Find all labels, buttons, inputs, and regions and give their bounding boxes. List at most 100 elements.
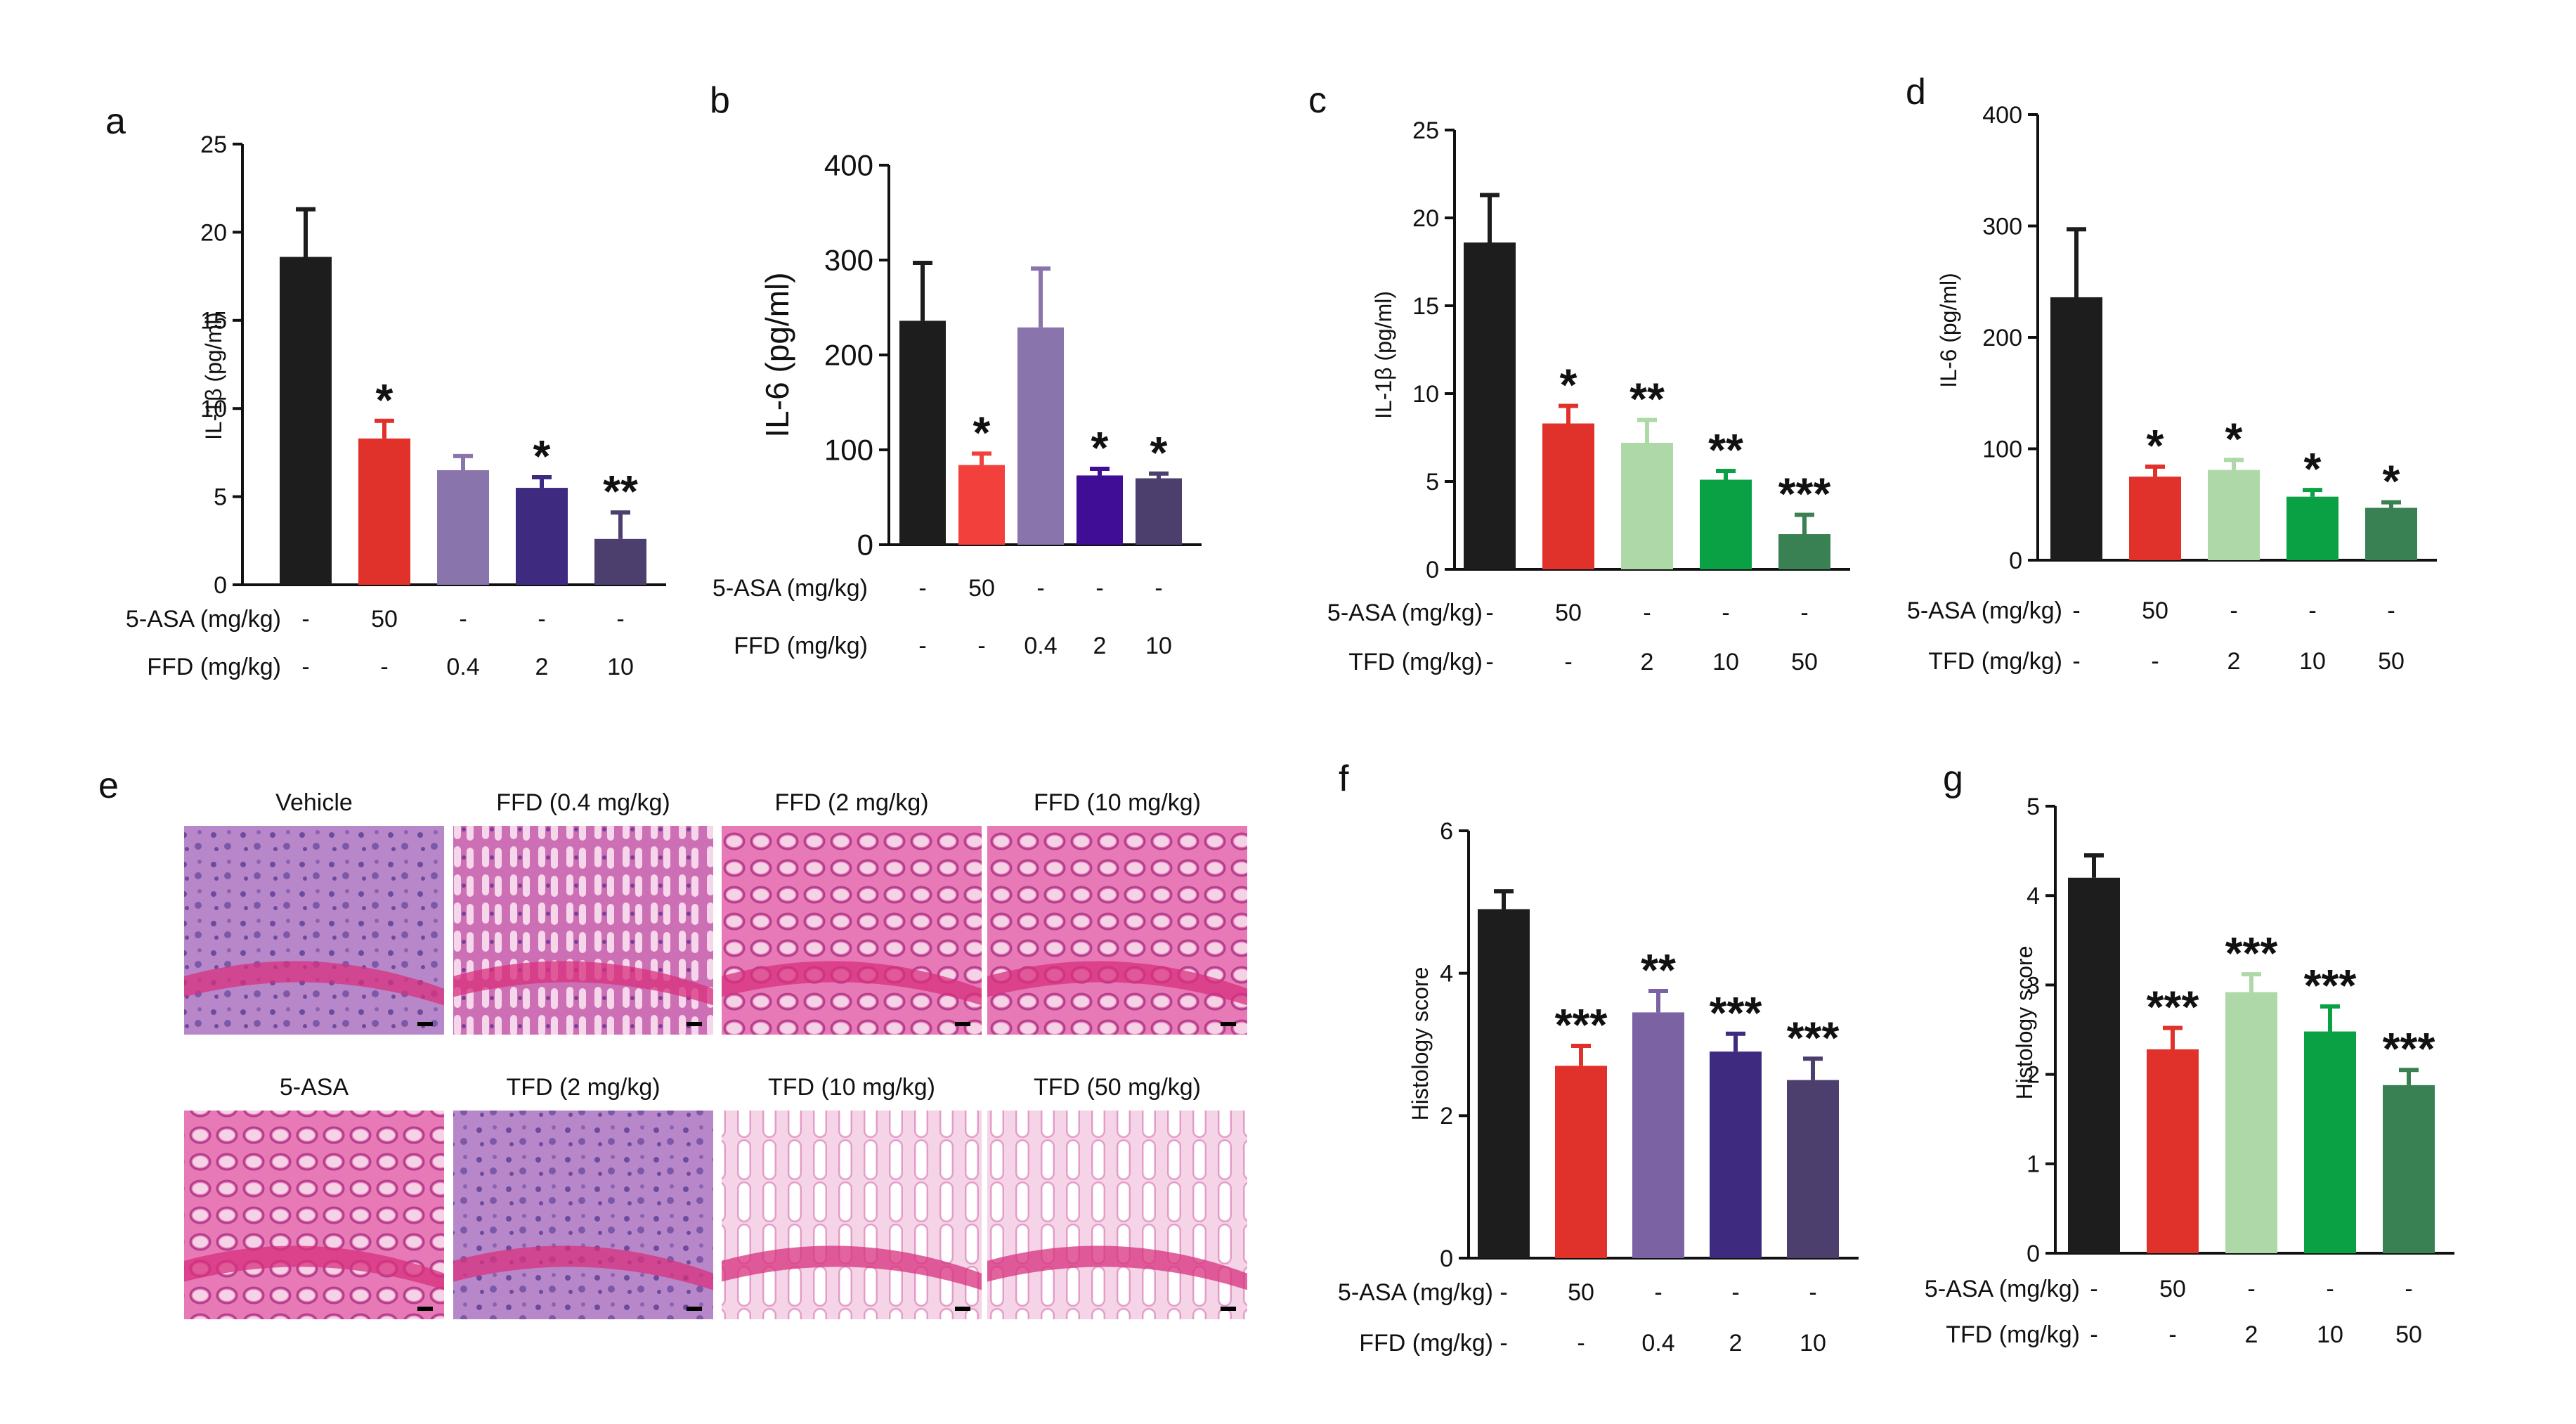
bar [1700, 479, 1752, 569]
y-axis-label: IL-6 (pg/ml) [1936, 273, 1961, 388]
histology-label: FFD (2 mg/kg) [774, 789, 928, 816]
bar [1710, 1051, 1762, 1258]
condition-value: 2 [1729, 1330, 1743, 1357]
condition-value: 50 [2159, 1276, 2186, 1302]
significance-marker: * [1150, 427, 1168, 478]
bar [1632, 1012, 1684, 1258]
panel-letter: b [710, 80, 730, 121]
condition-value: - [1643, 600, 1651, 626]
condition-value: 10 [2299, 648, 2326, 675]
condition-value: - [1500, 1279, 1507, 1306]
significance-marker: ** [1629, 374, 1665, 425]
condition-value: 10 [607, 654, 634, 680]
histology-image: FFD (2 mg/kg) [722, 789, 982, 1035]
significance-marker: *** [2225, 928, 2278, 978]
condition-value: - [2308, 597, 2316, 624]
bar [1778, 534, 1830, 569]
bar [2208, 470, 2260, 560]
scale-bar [955, 1022, 970, 1026]
condition-value: - [1485, 649, 1493, 675]
significance-marker: * [2225, 413, 2243, 464]
bar [1017, 327, 1064, 545]
histology-label: 5-ASA [280, 1074, 349, 1101]
y-tick-label: 0 [214, 572, 227, 599]
significance-marker: * [376, 375, 393, 425]
scale-bar [687, 1022, 702, 1026]
condition-label: TFD (mg/kg) [1946, 1321, 2080, 1348]
condition-value: 50 [2395, 1321, 2422, 1348]
condition-value: - [2090, 1321, 2097, 1348]
condition-value: 10 [2317, 1321, 2343, 1348]
condition-value: - [918, 575, 926, 602]
bar [1621, 443, 1673, 569]
bar [2365, 507, 2417, 560]
condition-value: 2 [2245, 1321, 2258, 1348]
condition-value: 2 [1641, 649, 1654, 675]
y-tick-label: 4 [2027, 883, 2040, 910]
histology-label: FFD (10 mg/kg) [1034, 789, 1201, 816]
scale-bar [1221, 1307, 1236, 1311]
condition-value: - [380, 654, 388, 680]
significance-marker: *** [1555, 999, 1608, 1050]
bar [1136, 478, 1182, 545]
chart-d: d 0 100 200 300 400 IL-6 (pg/ml) * * * * 5-ASA (mg/… [1906, 72, 2437, 675]
condition-label: FFD (mg/kg) [147, 654, 281, 680]
significance-marker: * [2147, 420, 2164, 471]
histology-micrograph [184, 1111, 444, 1319]
y-axis-label: Histology score [2012, 946, 2037, 1100]
histology-micrograph [453, 826, 713, 1035]
condition-label: 5-ASA (mg/kg) [713, 575, 868, 602]
histology-image: 5-ASA [184, 1074, 444, 1319]
y-axis-label: IL-6 (pg/ml) [759, 272, 795, 437]
y-tick-label: 25 [1412, 117, 1439, 144]
panel-letter: g [1943, 758, 1963, 799]
condition-label: TFD (mg/kg) [1348, 649, 1483, 675]
y-tick-label: 6 [1440, 818, 1453, 845]
scale-bar [687, 1307, 702, 1311]
bar [594, 538, 646, 585]
bar [899, 321, 946, 545]
condition-value: 0.4 [1024, 633, 1057, 659]
bar [437, 470, 489, 585]
condition-label: 5-ASA (mg/kg) [1327, 600, 1483, 626]
condition-value: - [2387, 597, 2395, 624]
histology-label: Vehicle [275, 789, 353, 816]
y-tick-label: 400 [1982, 102, 2022, 129]
y-tick-label: 1 [2027, 1151, 2040, 1178]
muscle-layer [184, 1245, 444, 1290]
condition-value: - [2247, 1276, 2255, 1302]
panel-letter: d [1906, 72, 1926, 112]
condition-value: 50 [1791, 649, 1818, 675]
bar [2304, 1031, 2356, 1253]
significance-marker: *** [2147, 981, 2199, 1032]
y-tick-label: 2 [1440, 1103, 1453, 1130]
y-tick-label: 10 [200, 396, 227, 422]
significance-marker: * [1560, 360, 1578, 410]
condition-label: 5-ASA (mg/kg) [1925, 1276, 2080, 1302]
condition-value: - [538, 606, 545, 633]
bar [1555, 1066, 1607, 1258]
y-tick-label: 10 [1412, 381, 1439, 408]
condition-value: - [301, 606, 309, 633]
condition-value: - [2072, 597, 2080, 624]
condition-value: - [1722, 600, 1729, 626]
condition-value: 50 [2142, 597, 2168, 624]
condition-value: - [2090, 1276, 2097, 1302]
condition-value: - [1036, 575, 1044, 602]
condition-value: - [1485, 600, 1493, 626]
y-tick-label: 300 [1982, 213, 2022, 240]
histology-micrograph [722, 1111, 982, 1319]
y-tick-label: 3 [2027, 972, 2040, 999]
y-tick-label: 0 [1426, 557, 1439, 583]
significance-marker: * [1091, 422, 1109, 473]
muscle-layer [184, 961, 444, 1006]
condition-label: TFD (mg/kg) [1928, 648, 2062, 675]
y-tick-label: 400 [824, 149, 873, 182]
scale-bar [417, 1307, 433, 1311]
bar [2147, 1049, 2199, 1253]
condition-value: 10 [1145, 633, 1172, 659]
y-tick-label: 0 [2009, 548, 2022, 574]
